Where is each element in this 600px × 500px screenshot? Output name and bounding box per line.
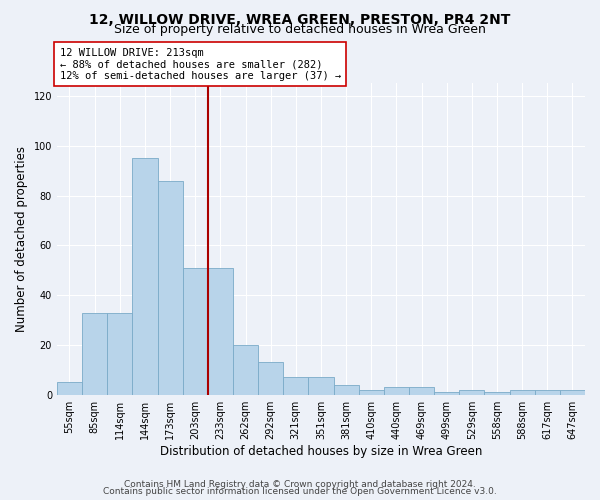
Bar xyxy=(308,378,334,394)
Text: 12, WILLOW DRIVE, WREA GREEN, PRESTON, PR4 2NT: 12, WILLOW DRIVE, WREA GREEN, PRESTON, P… xyxy=(89,12,511,26)
Y-axis label: Number of detached properties: Number of detached properties xyxy=(15,146,28,332)
Bar xyxy=(509,390,535,394)
Bar xyxy=(107,312,133,394)
Bar xyxy=(258,362,283,394)
Bar xyxy=(484,392,509,394)
Bar xyxy=(560,390,585,394)
Bar xyxy=(208,268,233,394)
Bar xyxy=(409,387,434,394)
Text: Contains public sector information licensed under the Open Government Licence v3: Contains public sector information licen… xyxy=(103,487,497,496)
Bar xyxy=(434,392,459,394)
Bar xyxy=(334,384,359,394)
X-axis label: Distribution of detached houses by size in Wrea Green: Distribution of detached houses by size … xyxy=(160,444,482,458)
Bar xyxy=(82,312,107,394)
Bar xyxy=(535,390,560,394)
Text: Contains HM Land Registry data © Crown copyright and database right 2024.: Contains HM Land Registry data © Crown c… xyxy=(124,480,476,489)
Text: Size of property relative to detached houses in Wrea Green: Size of property relative to detached ho… xyxy=(114,24,486,36)
Bar xyxy=(233,345,258,395)
Bar xyxy=(182,268,208,394)
Bar xyxy=(459,390,484,394)
Bar xyxy=(158,180,182,394)
Text: 12 WILLOW DRIVE: 213sqm
← 88% of detached houses are smaller (282)
12% of semi-d: 12 WILLOW DRIVE: 213sqm ← 88% of detache… xyxy=(59,48,341,80)
Bar xyxy=(57,382,82,394)
Bar xyxy=(133,158,158,394)
Bar xyxy=(359,390,384,394)
Bar xyxy=(283,378,308,394)
Bar xyxy=(384,387,409,394)
